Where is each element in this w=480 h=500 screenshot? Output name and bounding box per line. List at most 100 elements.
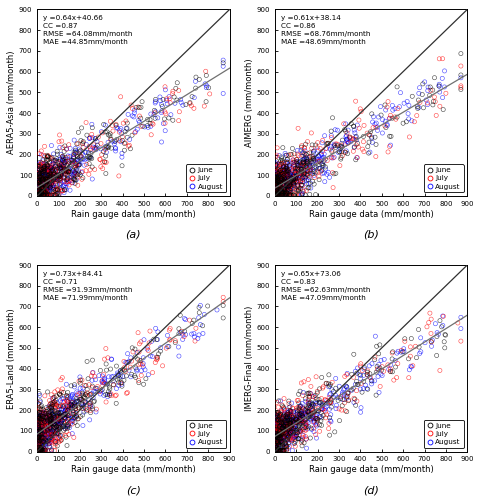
Point (278, 144, 286, 152)
Point (300, 418, 307, 426)
Point (37, 406, 45, 413)
Point (346, 134, 354, 142)
Point (329, 388, 336, 396)
Point (286, 421, 294, 429)
Point (288, 426, 296, 434)
Point (38, 191, 46, 199)
Point (331, 392, 338, 400)
Y-axis label: AIMERG (mm/month): AIMERG (mm/month) (244, 58, 253, 147)
Point (423, 99, 431, 107)
Point (326, 396, 334, 404)
Point (72, 412, 80, 420)
Point (62, 412, 70, 420)
Point (278, 424, 286, 432)
Point (71, 176, 79, 184)
Point (322, 402, 329, 410)
Point (314, 164, 322, 172)
Point (285, 420, 292, 428)
Point (283, 424, 290, 432)
Point (99, 378, 107, 386)
Point (283, 415, 290, 423)
Point (84, 406, 91, 413)
Point (40, 189, 48, 197)
Point (61, 170, 69, 178)
Point (41, 446, 48, 454)
Point (273, 180, 280, 188)
Point (44, 176, 52, 184)
Point (161, 83, 168, 91)
Point (41, 162, 48, 170)
Point (51, 191, 59, 199)
Point (48, 430, 56, 438)
Point (304, 410, 312, 418)
Point (277, 429, 285, 437)
Point (279, 191, 287, 199)
Point (273, 446, 281, 454)
Point (38, 166, 46, 174)
Point (318, 160, 326, 168)
Point (308, 400, 315, 408)
Point (40, 438, 48, 446)
Point (36, 438, 44, 446)
Point (68, 398, 76, 406)
Point (396, 88, 404, 96)
Point (151, 358, 159, 366)
Point (56, 159, 63, 167)
Point (65, 414, 72, 422)
Point (285, 174, 292, 182)
Point (278, 436, 286, 444)
Point (67, 417, 75, 425)
Point (309, 148, 316, 156)
Point (48, 428, 56, 436)
Point (284, 418, 292, 426)
Point (146, 122, 154, 130)
Point (93, 384, 101, 392)
Y-axis label: AERA5-Asia (mm/month): AERA5-Asia (mm/month) (7, 51, 16, 154)
Point (35, 166, 43, 174)
Point (290, 418, 298, 426)
Point (44, 422, 52, 430)
Point (375, 382, 383, 390)
Point (35, 191, 43, 199)
Point (435, 88, 443, 96)
Point (35, 191, 43, 199)
Point (40, 172, 48, 179)
Point (351, 367, 359, 375)
Point (276, 418, 284, 426)
Point (322, 410, 330, 418)
Point (37, 428, 45, 436)
Point (296, 185, 304, 193)
Point (322, 396, 330, 404)
Point (44, 181, 51, 189)
Point (72, 160, 79, 168)
Point (294, 191, 302, 199)
Point (292, 174, 300, 182)
Point (36, 191, 44, 199)
Point (63, 180, 71, 188)
Point (281, 176, 288, 184)
Point (34, 172, 42, 180)
Point (358, 145, 366, 153)
Point (54, 417, 62, 425)
Point (395, 102, 402, 110)
Point (42, 168, 49, 175)
Point (60, 422, 67, 430)
Point (105, 143, 112, 151)
Point (50, 191, 58, 199)
Point (285, 172, 293, 180)
Point (34, 433, 42, 441)
Point (275, 191, 283, 199)
Point (371, 332, 378, 340)
Point (37, 446, 45, 454)
Text: y =0.65x+73.06
CC =0.83
RMSE =62.63mm/month
MAE =47.09mm/month: y =0.65x+73.06 CC =0.83 RMSE =62.63mm/mo… (280, 270, 369, 300)
Point (285, 183, 293, 191)
Point (56, 172, 64, 180)
Point (91, 144, 98, 152)
Point (57, 181, 64, 189)
Point (51, 190, 59, 198)
Point (151, 96, 159, 104)
Point (39, 436, 47, 444)
Point (79, 138, 87, 145)
Point (272, 182, 279, 190)
Point (34, 446, 42, 454)
